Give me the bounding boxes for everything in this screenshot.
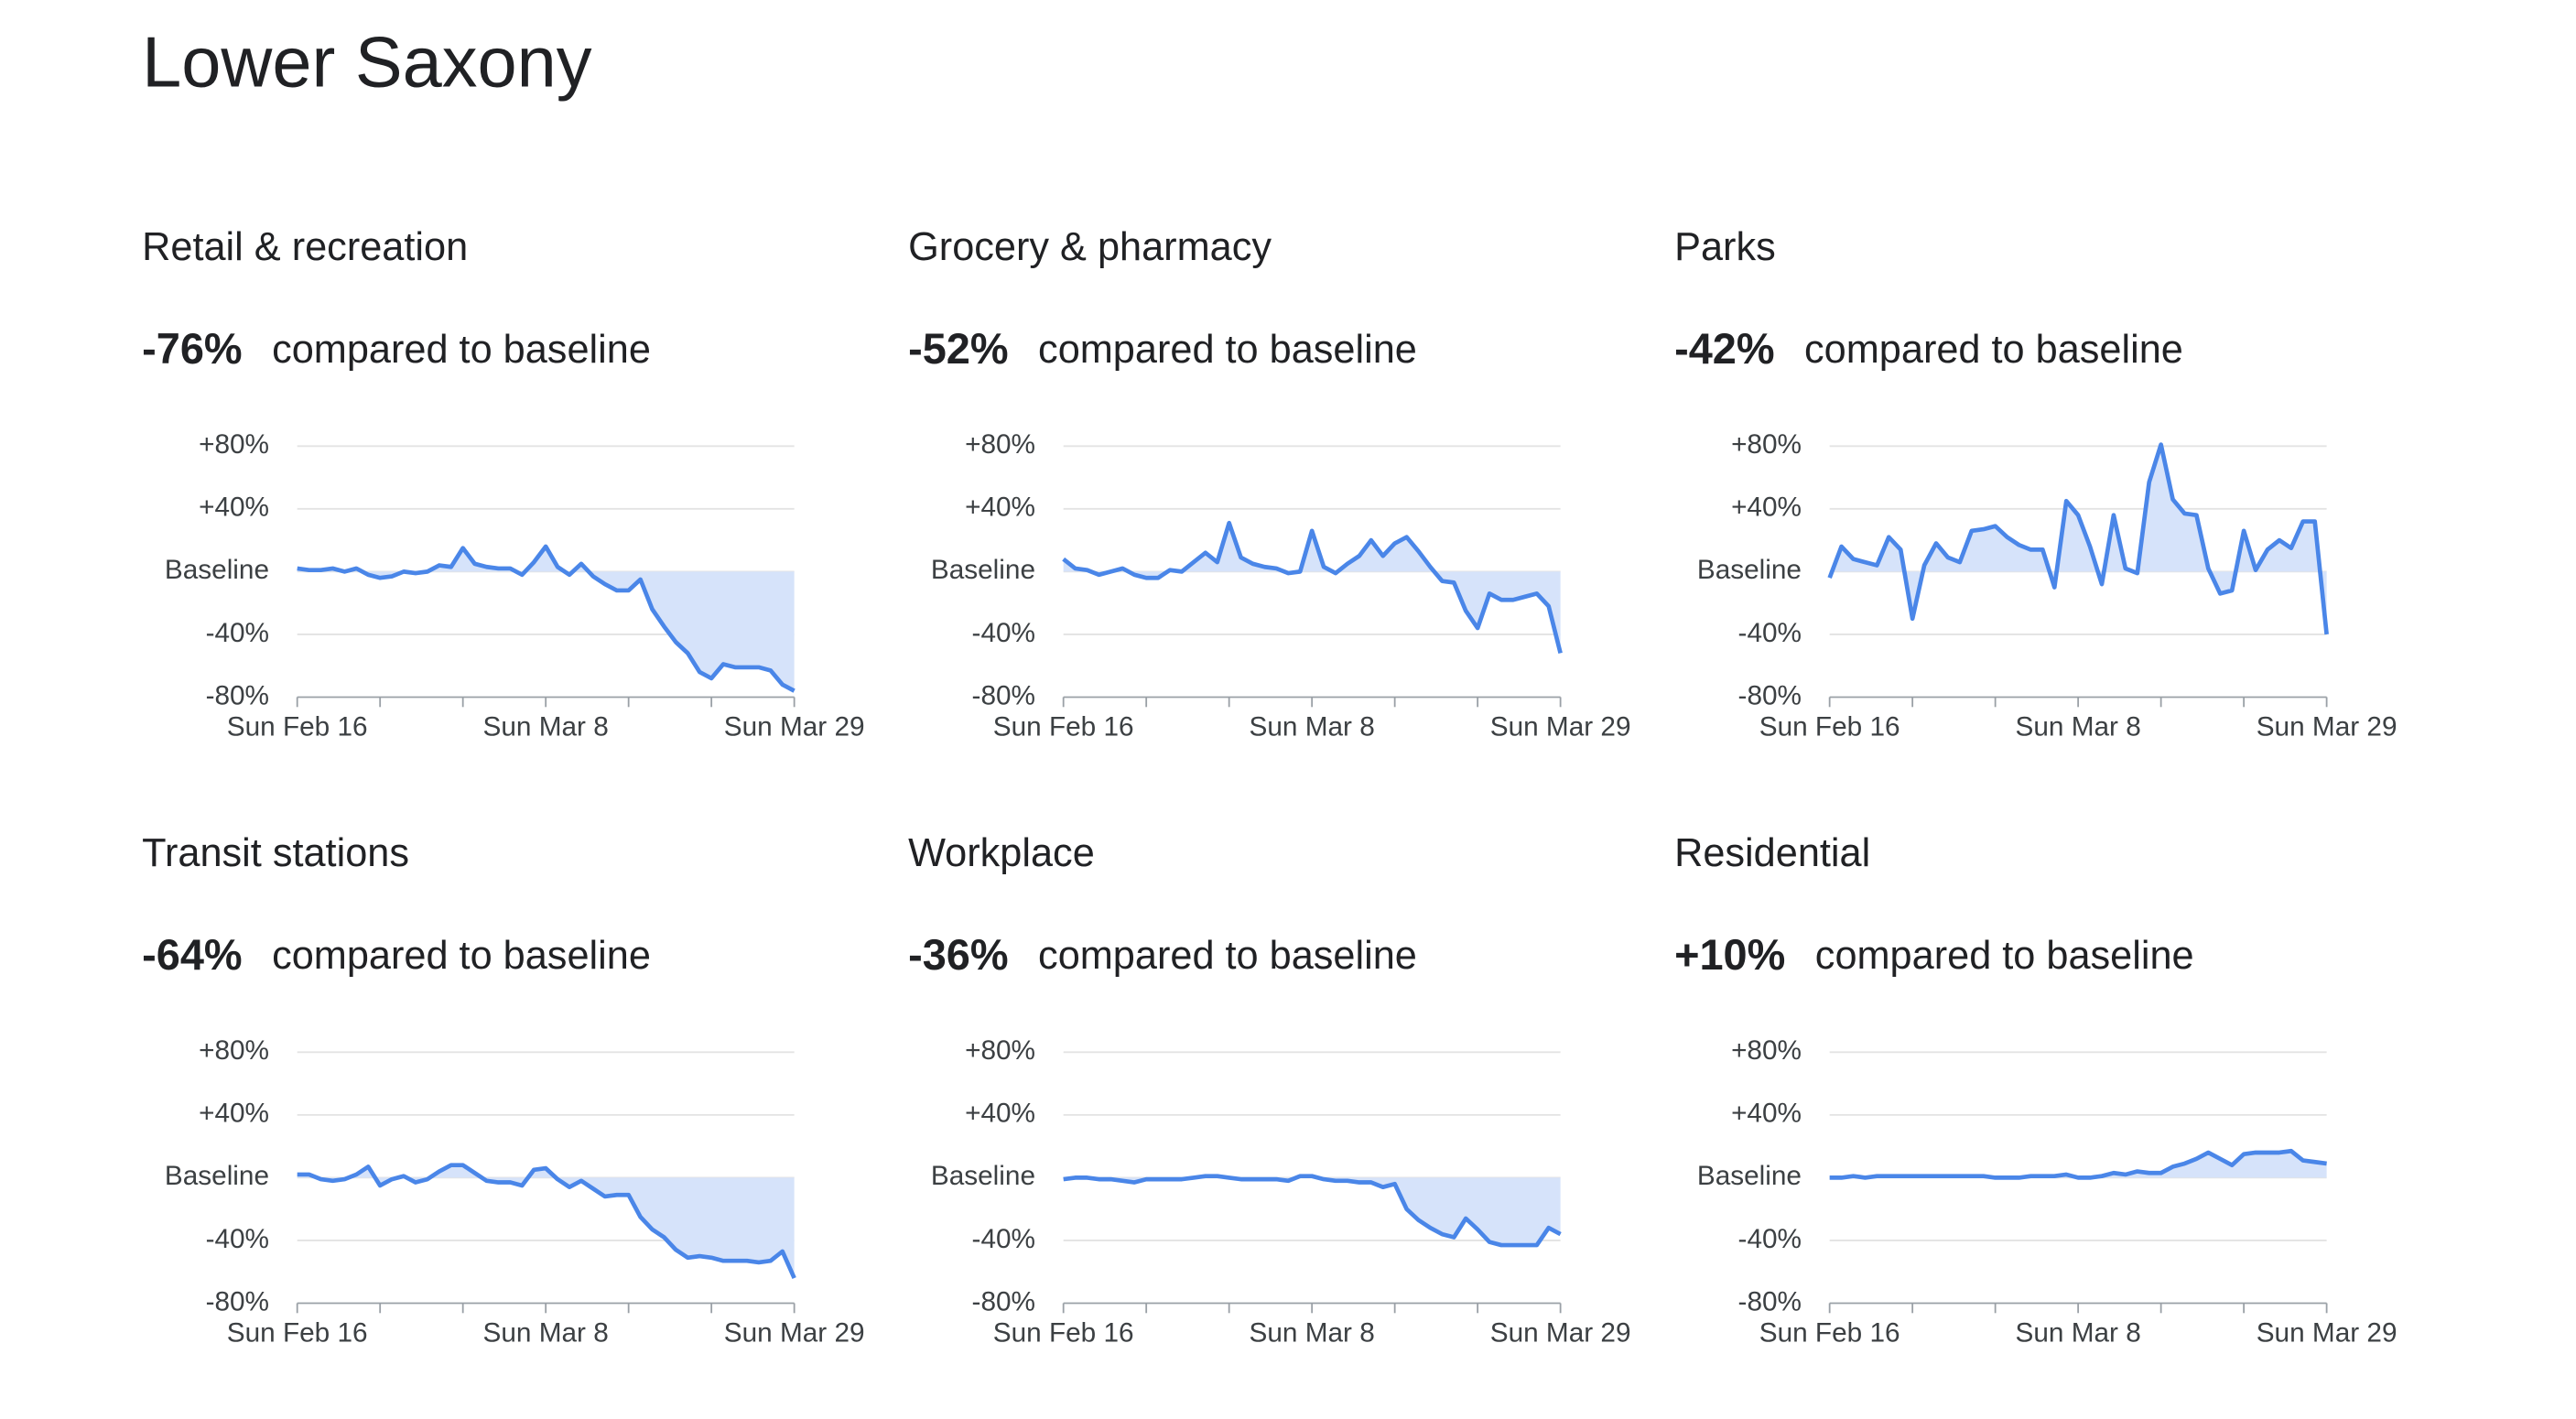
headline-value: -42% bbox=[1674, 325, 1774, 373]
area bbox=[297, 546, 795, 691]
headline-text: compared to baseline bbox=[272, 328, 651, 372]
line bbox=[1062, 520, 1563, 655]
y-tick-label: -40% bbox=[972, 618, 1035, 648]
x-tick-label: Sun Mar 29 bbox=[724, 712, 865, 742]
x-tick-label: Sun Feb 16 bbox=[227, 1318, 368, 1349]
headline-value: -64% bbox=[142, 931, 242, 979]
chart-panel: Transit stations -64% compared to baseline… bbox=[142, 831, 864, 1349]
x-tick-label: Sun Mar 29 bbox=[1490, 712, 1631, 742]
y-tick-label: Baseline bbox=[931, 1161, 1035, 1191]
x-tick-label: Sun Mar 8 bbox=[2016, 1318, 2141, 1349]
page-title: Lower Saxony bbox=[142, 24, 592, 103]
x-tick-label: Sun Mar 29 bbox=[2257, 1318, 2397, 1349]
y-tick-label: +80% bbox=[199, 1035, 269, 1066]
y-tick-label: -80% bbox=[1738, 1286, 1802, 1316]
y-tick-label: -80% bbox=[206, 1286, 269, 1316]
area bbox=[297, 1164, 795, 1279]
x-tick-label: Sun Mar 8 bbox=[1250, 1318, 1375, 1349]
y-tick-label: +40% bbox=[1731, 493, 1802, 523]
x-tick-label: Sun Feb 16 bbox=[227, 712, 368, 742]
y-tick-label: +80% bbox=[965, 429, 1035, 460]
headline-value: -52% bbox=[908, 325, 1008, 373]
y-tick-label: -40% bbox=[206, 1224, 269, 1254]
headline-value: +10% bbox=[1674, 931, 1785, 979]
y-tick-label: -80% bbox=[972, 1286, 1035, 1316]
x-tick-label: Sun Mar 29 bbox=[2257, 712, 2397, 742]
line bbox=[1063, 1174, 1562, 1248]
y-tick-label: +40% bbox=[965, 1099, 1035, 1129]
line bbox=[1827, 442, 2329, 635]
y-tick-label: +80% bbox=[199, 429, 269, 460]
chart-panel: Workplace -36% compared to baseline +80% +40… bbox=[908, 831, 1630, 1349]
headline-text: compared to baseline bbox=[272, 934, 651, 978]
headline-text: compared to baseline bbox=[1815, 934, 2194, 978]
chart-panel: Parks -42% compared to baseline +80% +40% Bas… bbox=[1674, 225, 2397, 742]
headline-value: -76% bbox=[142, 325, 242, 373]
chart-title: Residential bbox=[1674, 831, 1870, 875]
chart-panel: Grocery & pharmacy -52% compared to baseli… bbox=[908, 225, 1630, 742]
x-tick-label: Sun Mar 8 bbox=[483, 712, 609, 742]
area bbox=[1063, 1175, 1561, 1246]
y-tick-label: +80% bbox=[1731, 429, 1802, 460]
y-tick-label: -80% bbox=[206, 680, 269, 710]
line bbox=[1829, 1148, 2327, 1180]
chart-panel: Retail & recreation -76% compared to basel… bbox=[142, 225, 864, 742]
x-tick-label: Sun Mar 8 bbox=[2016, 712, 2141, 742]
y-tick-label: -40% bbox=[972, 1224, 1035, 1254]
headline-text: compared to baseline bbox=[1038, 328, 1417, 372]
x-tick-label: Sun Feb 16 bbox=[993, 1318, 1134, 1349]
y-tick-label: -40% bbox=[206, 618, 269, 648]
chart-title: Workplace bbox=[908, 831, 1095, 875]
y-tick-label: Baseline bbox=[1697, 1161, 1802, 1191]
y-tick-label: +80% bbox=[1731, 1035, 1802, 1066]
y-tick-label: +40% bbox=[1731, 1099, 1802, 1129]
chart-title: Grocery & pharmacy bbox=[908, 225, 1272, 269]
chart-panel: Residential +10% compared to baseline +80% +… bbox=[1674, 831, 2397, 1349]
x-tick-label: Sun Mar 29 bbox=[1490, 1318, 1631, 1349]
x-tick-label: Sun Feb 16 bbox=[1759, 1318, 1900, 1349]
x-tick-label: Sun Mar 8 bbox=[483, 1318, 609, 1349]
y-tick-label: -80% bbox=[1738, 680, 1802, 710]
line bbox=[297, 1163, 796, 1280]
y-tick-label: -40% bbox=[1738, 618, 1802, 648]
y-tick-label: Baseline bbox=[165, 555, 269, 585]
headline-value: -36% bbox=[908, 931, 1008, 979]
y-tick-label: Baseline bbox=[1697, 555, 1802, 585]
y-tick-label: -80% bbox=[972, 680, 1035, 710]
area bbox=[1063, 523, 1561, 654]
y-tick-label: -40% bbox=[1738, 1224, 1802, 1254]
x-tick-label: Sun Feb 16 bbox=[993, 712, 1134, 742]
y-tick-label: +40% bbox=[199, 1099, 269, 1129]
line bbox=[297, 544, 796, 693]
y-tick-label: Baseline bbox=[165, 1161, 269, 1191]
headline-text: compared to baseline bbox=[1038, 934, 1417, 978]
area bbox=[1829, 444, 2327, 634]
chart-title: Retail & recreation bbox=[142, 225, 468, 269]
x-tick-label: Sun Mar 8 bbox=[1250, 712, 1375, 742]
y-tick-label: +40% bbox=[199, 493, 269, 523]
y-tick-label: +40% bbox=[965, 493, 1035, 523]
y-tick-label: Baseline bbox=[931, 555, 1035, 585]
y-tick-label: +80% bbox=[965, 1035, 1035, 1066]
chart-title: Transit stations bbox=[142, 831, 409, 875]
chart-title: Parks bbox=[1674, 225, 1776, 269]
x-tick-label: Sun Feb 16 bbox=[1759, 712, 1900, 742]
headline-text: compared to baseline bbox=[1804, 328, 2183, 372]
x-tick-label: Sun Mar 29 bbox=[724, 1318, 865, 1349]
